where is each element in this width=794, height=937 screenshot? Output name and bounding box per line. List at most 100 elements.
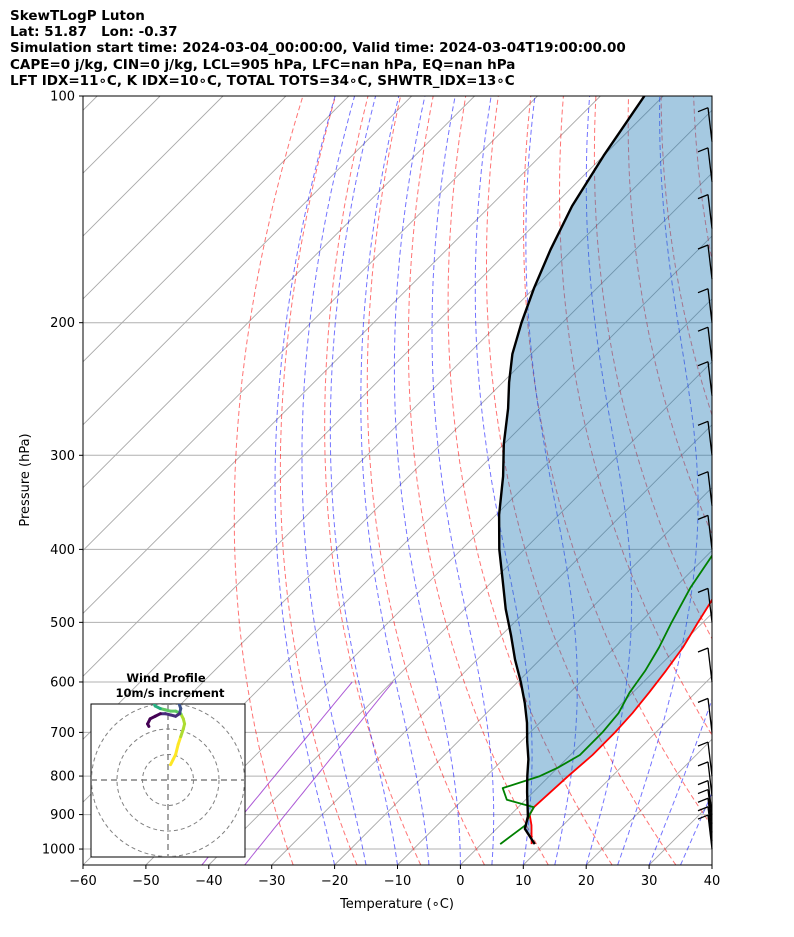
wind-barb xyxy=(697,814,713,850)
isotherm-gridline xyxy=(83,96,413,426)
y-tick-label: 200 xyxy=(50,316,75,331)
moist-adiabat xyxy=(680,791,712,865)
x-tick-label: −50 xyxy=(132,874,159,889)
moist-adiabat xyxy=(301,96,367,865)
dewpoint-profile-line xyxy=(499,554,712,845)
hodograph-title: Wind Profile xyxy=(126,671,206,685)
wind-barb-staff xyxy=(707,761,713,796)
wind-barb-staff xyxy=(707,698,713,733)
wind-barb xyxy=(697,779,713,815)
dry-adiabat xyxy=(558,96,712,736)
wind-barb xyxy=(697,761,713,796)
moist-adiabat xyxy=(360,96,430,865)
wind-barb-staff xyxy=(707,147,713,182)
wind-barb-flag xyxy=(697,147,709,153)
wind-barb xyxy=(697,194,713,229)
chart-title-line4: CAPE=0 j/kg, CIN=0 j/kg, LCL=905 hPa, LF… xyxy=(10,57,516,73)
isotherm-gridline xyxy=(83,96,601,615)
hodograph-subtitle: 10m/s increment xyxy=(116,686,225,700)
moist-adiabat xyxy=(274,96,336,865)
isotherm-gridline xyxy=(83,96,664,677)
dry-adiabat xyxy=(324,96,422,865)
moist-adiabat xyxy=(329,96,398,865)
dry-adiabat xyxy=(233,96,304,865)
wind-barb xyxy=(697,147,713,182)
wind-barb-staff xyxy=(707,361,713,396)
wind-barb-flag xyxy=(697,326,709,332)
isotherm-gridline xyxy=(83,96,287,300)
x-tick-label: 30 xyxy=(641,874,658,889)
isotherm-gridline xyxy=(460,612,712,865)
dry-adiabat xyxy=(759,96,794,865)
wind-barb-staff xyxy=(707,107,713,142)
wind-barb xyxy=(697,326,713,362)
isotherm-gridline xyxy=(83,96,538,552)
y-tick-label: 1000 xyxy=(42,843,75,858)
wind-barb-staff xyxy=(707,814,713,850)
wind-barb-flag xyxy=(697,814,709,820)
moist-adiabat xyxy=(393,96,461,865)
wind-barb-staff xyxy=(707,789,713,824)
isotherm-gridline xyxy=(522,675,712,865)
wind-barb-staff xyxy=(707,244,713,280)
x-tick-label: −20 xyxy=(321,874,348,889)
wind-barb-staff xyxy=(707,798,713,833)
wind-barb-flag xyxy=(697,797,709,803)
x-tick-label: 40 xyxy=(704,874,721,889)
isotherm-gridline xyxy=(83,96,224,237)
wind-barb xyxy=(697,471,713,506)
x-tick-label: 10 xyxy=(515,874,532,889)
chart-title-line5: LFT IDX=11∘C, K IDX=10∘C, TOTAL TOTS=34∘… xyxy=(10,73,515,89)
wind-barb xyxy=(697,587,713,623)
wind-barb-flag xyxy=(697,107,709,113)
wind-barb-flag xyxy=(697,514,709,520)
x-axis-label: Temperature (∘C) xyxy=(339,897,454,912)
isotherm-gridline xyxy=(711,864,712,865)
dry-adiabat xyxy=(447,96,613,865)
isotherm-gridline xyxy=(271,424,712,865)
x-tick-label: 20 xyxy=(578,874,595,889)
isotherm-gridline xyxy=(83,109,712,740)
y-tick-label: 100 xyxy=(50,90,75,105)
wind-barb-flag xyxy=(697,587,709,593)
x-tick-label: 0 xyxy=(456,874,464,889)
chart-title-line2: Lat: 51.87 Lon: -0.37 xyxy=(10,24,178,40)
dry-adiabat xyxy=(593,96,712,640)
wind-barb-staff xyxy=(707,194,713,229)
wind-barb-flag xyxy=(697,697,709,703)
x-tick-label: −40 xyxy=(195,874,222,889)
wind-barb xyxy=(697,697,713,733)
isotherm-gridline xyxy=(145,298,712,865)
y-axis-label: Pressure (hPa) xyxy=(18,433,33,526)
wind-barb-staff xyxy=(707,647,713,683)
wind-barb xyxy=(697,514,713,550)
wind-barb-flag xyxy=(697,779,709,786)
wind-barb-flag xyxy=(697,471,709,477)
wind-barb-flag xyxy=(697,788,709,795)
wind-barb-staff xyxy=(707,588,713,623)
isotherm-gridline xyxy=(334,486,712,865)
hodograph-trace-segment xyxy=(146,722,151,728)
wind-barb-flag xyxy=(697,806,709,812)
hodograph-trace-segment xyxy=(152,704,157,708)
x-tick-label: −10 xyxy=(384,874,411,889)
wind-barb-staff xyxy=(707,288,713,323)
dry-adiabat xyxy=(726,96,794,865)
dry-adiabat xyxy=(366,96,485,865)
wind-barb-staff xyxy=(707,806,713,841)
isotherm-gridline xyxy=(397,549,712,865)
temperature-profile-line xyxy=(528,597,712,845)
y-tick-label: 500 xyxy=(50,616,75,631)
dry-adiabat xyxy=(523,96,712,828)
y-tick-label: 700 xyxy=(50,726,75,741)
dry-adiabat xyxy=(486,96,677,865)
mixing-ratio-line xyxy=(244,681,394,865)
y-tick-label: 600 xyxy=(50,675,75,690)
dry-adiabat xyxy=(407,96,549,865)
wind-barb xyxy=(697,288,713,323)
chart-title-line1: SkewTLogP Luton xyxy=(10,8,145,24)
dry-adiabat xyxy=(660,96,712,417)
dry-adiabat xyxy=(279,96,358,865)
wind-barb-flag xyxy=(697,194,709,200)
